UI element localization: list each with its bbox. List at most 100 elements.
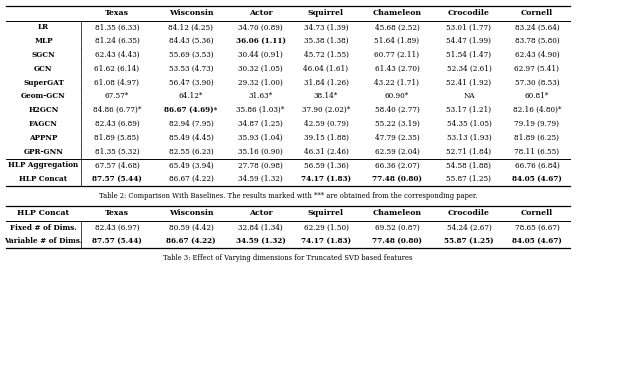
Text: 54.35 (1.05): 54.35 (1.05) <box>447 120 492 128</box>
Text: 78.65 (6.67): 78.65 (6.67) <box>515 223 559 231</box>
Text: 46.04 (1.61): 46.04 (1.61) <box>303 65 349 73</box>
Text: 84.43 (5.36): 84.43 (5.36) <box>169 37 213 45</box>
Text: 69.52 (0.87): 69.52 (0.87) <box>374 223 419 231</box>
Text: 84.12 (4.25): 84.12 (4.25) <box>168 24 214 32</box>
Text: GPR-GNN: GPR-GNN <box>24 147 63 155</box>
Text: Squirrel: Squirrel <box>308 209 344 217</box>
Text: 34.70 (0.89): 34.70 (0.89) <box>238 24 283 32</box>
Text: 54.24 (2.67): 54.24 (2.67) <box>447 223 492 231</box>
Text: HLP Aggregation: HLP Aggregation <box>8 162 79 169</box>
Text: 62.97 (5.41): 62.97 (5.41) <box>515 65 559 73</box>
Text: 55.22 (3.19): 55.22 (3.19) <box>374 120 419 128</box>
Text: 35.93 (1.04): 35.93 (1.04) <box>238 134 283 142</box>
Text: 82.16 (4.80)*: 82.16 (4.80)* <box>513 106 561 114</box>
Text: 66.36 (2.07): 66.36 (2.07) <box>374 162 419 169</box>
Text: NA: NA <box>463 92 475 100</box>
Text: 38.14*: 38.14* <box>314 92 338 100</box>
Text: Geom-GCN: Geom-GCN <box>21 92 66 100</box>
Text: 62.59 (2.04): 62.59 (2.04) <box>374 147 419 155</box>
Text: 55.87 (1.25): 55.87 (1.25) <box>447 175 492 183</box>
Text: 67.57 (4.68): 67.57 (4.68) <box>95 162 140 169</box>
Text: HLP Concat: HLP Concat <box>19 175 68 183</box>
Text: 82.43 (6.97): 82.43 (6.97) <box>95 223 140 231</box>
Text: 86.67 (4.22): 86.67 (4.22) <box>168 175 213 183</box>
Text: 62.43 (4.90): 62.43 (4.90) <box>515 51 559 59</box>
Text: 64.12*: 64.12* <box>179 92 204 100</box>
Text: GCN: GCN <box>35 65 52 73</box>
Text: Table 3: Effect of Varying dimensions for Truncated SVD based features: Table 3: Effect of Varying dimensions fo… <box>163 254 413 262</box>
Text: 62.29 (1.50): 62.29 (1.50) <box>303 223 349 231</box>
Text: 74.17 (1.83): 74.17 (1.83) <box>301 175 351 183</box>
Text: 34.59 (1.32): 34.59 (1.32) <box>236 237 285 245</box>
Text: 65.49 (3.94): 65.49 (3.94) <box>168 162 213 169</box>
Text: 81.89 (6.25): 81.89 (6.25) <box>515 134 559 142</box>
Text: 36.06 (1.11): 36.06 (1.11) <box>236 37 285 45</box>
Text: 60.81*: 60.81* <box>525 92 549 100</box>
Text: 45.72 (1.55): 45.72 (1.55) <box>303 51 349 59</box>
Text: 56.47 (3.90): 56.47 (3.90) <box>168 79 213 87</box>
Text: Chameleon: Chameleon <box>372 209 422 217</box>
Text: LR: LR <box>38 24 49 32</box>
Text: 83.78 (5.80): 83.78 (5.80) <box>515 37 559 45</box>
Text: Crocodile: Crocodile <box>448 9 490 17</box>
Text: 29.32 (1.00): 29.32 (1.00) <box>238 79 283 87</box>
Text: 42.59 (0.79): 42.59 (0.79) <box>303 120 348 128</box>
Text: SGCN: SGCN <box>31 51 56 59</box>
Text: Cornell: Cornell <box>521 209 553 217</box>
Text: 82.55 (6.23): 82.55 (6.23) <box>168 147 213 155</box>
Text: 81.24 (6.35): 81.24 (6.35) <box>95 37 140 45</box>
Text: 31.63*: 31.63* <box>248 92 273 100</box>
Text: 66.76 (6.84): 66.76 (6.84) <box>515 162 559 169</box>
Text: 52.71 (1.84): 52.71 (1.84) <box>447 147 492 155</box>
Text: 55.87 (1.25): 55.87 (1.25) <box>444 237 494 245</box>
Text: 32.84 (1.34): 32.84 (1.34) <box>238 223 283 231</box>
Text: 54.47 (1.99): 54.47 (1.99) <box>447 37 492 45</box>
Text: 67.57*: 67.57* <box>105 92 129 100</box>
Text: Fixed # of Dims.: Fixed # of Dims. <box>10 223 77 231</box>
Text: 84.86 (6.77)*: 84.86 (6.77)* <box>93 106 141 114</box>
Text: Squirrel: Squirrel <box>308 9 344 17</box>
Text: APPNP: APPNP <box>29 134 58 142</box>
Text: FAGCN: FAGCN <box>29 120 58 128</box>
Text: 52.34 (2.61): 52.34 (2.61) <box>447 65 492 73</box>
Text: MLP: MLP <box>35 37 52 45</box>
Text: 61.08 (4.97): 61.08 (4.97) <box>95 79 140 87</box>
Text: 77.48 (0.80): 77.48 (0.80) <box>372 237 422 245</box>
Text: 53.13 (1.93): 53.13 (1.93) <box>447 134 492 142</box>
Text: 35.38 (1.38): 35.38 (1.38) <box>304 37 348 45</box>
Text: 81.35 (5.32): 81.35 (5.32) <box>95 147 140 155</box>
Text: 82.43 (6.89): 82.43 (6.89) <box>95 120 140 128</box>
Text: 34.87 (1.25): 34.87 (1.25) <box>238 120 283 128</box>
Text: 47.79 (2.35): 47.79 (2.35) <box>374 134 419 142</box>
Text: 81.35 (6.33): 81.35 (6.33) <box>95 24 140 32</box>
Text: HLP Concat: HLP Concat <box>17 209 70 217</box>
Text: 86.67 (4.22): 86.67 (4.22) <box>166 237 216 245</box>
Text: 81.89 (5.85): 81.89 (5.85) <box>95 134 140 142</box>
Text: 87.57 (5.44): 87.57 (5.44) <box>92 237 142 245</box>
Text: 61.43 (2.70): 61.43 (2.70) <box>374 65 419 73</box>
Text: 79.19 (9.79): 79.19 (9.79) <box>515 120 559 128</box>
Text: 53.53 (4.73): 53.53 (4.73) <box>169 65 213 73</box>
Text: 46.31 (2.46): 46.31 (2.46) <box>303 147 348 155</box>
Text: 78.11 (6.55): 78.11 (6.55) <box>515 147 559 155</box>
Text: 45.68 (2.52): 45.68 (2.52) <box>374 24 419 32</box>
Text: 52.41 (1.92): 52.41 (1.92) <box>447 79 492 87</box>
Text: Table 2: Comparison With Baselines. The results marked with *** are obtained fro: Table 2: Comparison With Baselines. The … <box>99 192 477 200</box>
Text: 34.59 (1.32): 34.59 (1.32) <box>238 175 283 183</box>
Text: Wisconsin: Wisconsin <box>169 209 213 217</box>
Text: 83.24 (5.64): 83.24 (5.64) <box>515 24 559 32</box>
Text: 84.05 (4.67): 84.05 (4.67) <box>512 237 562 245</box>
Text: 61.62 (6.14): 61.62 (6.14) <box>95 65 140 73</box>
Text: 86.67 (4.69)*: 86.67 (4.69)* <box>164 106 218 114</box>
Text: 60.90*: 60.90* <box>385 92 409 100</box>
Text: 51.64 (1.89): 51.64 (1.89) <box>374 37 420 45</box>
Text: Actor: Actor <box>249 209 272 217</box>
Text: Texas: Texas <box>105 209 129 217</box>
Text: 39.15 (1.88): 39.15 (1.88) <box>303 134 349 142</box>
Text: 35.16 (0.90): 35.16 (0.90) <box>238 147 283 155</box>
Text: 74.17 (1.83): 74.17 (1.83) <box>301 237 351 245</box>
Text: 31.84 (1.26): 31.84 (1.26) <box>303 79 349 87</box>
Text: 27.78 (0.98): 27.78 (0.98) <box>238 162 283 169</box>
Text: 82.94 (7.95): 82.94 (7.95) <box>168 120 213 128</box>
Text: 87.57 (5.44): 87.57 (5.44) <box>92 175 142 183</box>
